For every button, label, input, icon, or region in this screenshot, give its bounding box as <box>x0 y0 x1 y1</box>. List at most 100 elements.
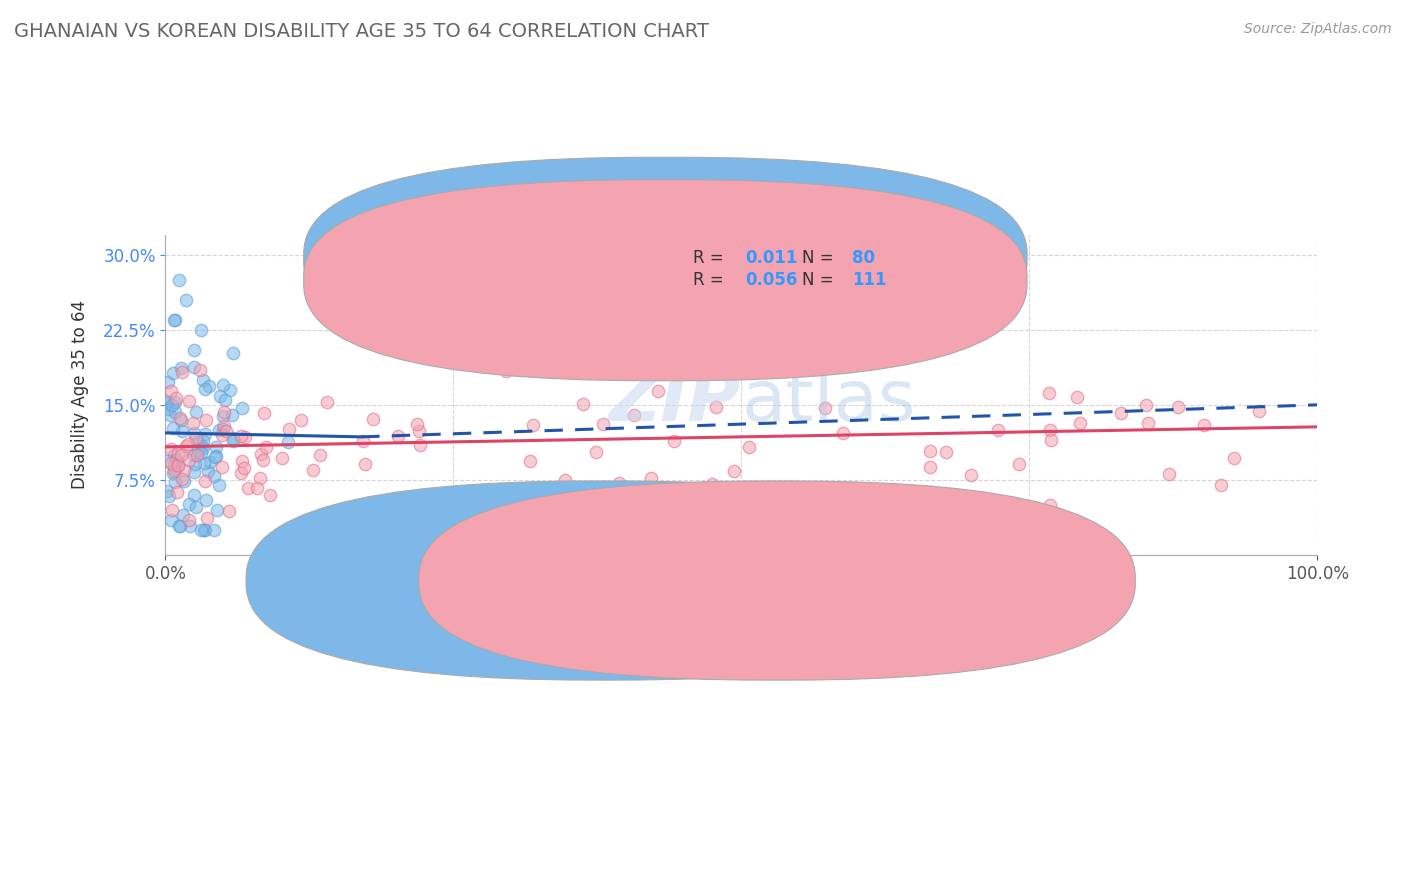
Point <box>202 468 225 483</box>
Point <box>554 473 576 487</box>
Point <box>222 346 245 360</box>
Point <box>205 450 228 464</box>
Point <box>183 488 205 502</box>
Point <box>166 446 188 460</box>
Point <box>195 413 218 427</box>
Point <box>838 520 860 534</box>
Point <box>920 443 942 458</box>
Point <box>1223 450 1246 465</box>
Point <box>191 441 214 455</box>
Point <box>212 404 235 418</box>
Point <box>160 384 183 399</box>
Point <box>165 453 187 467</box>
Point <box>194 492 217 507</box>
Point <box>1038 386 1060 401</box>
Point <box>177 394 200 409</box>
Point <box>387 429 409 443</box>
Point <box>920 459 942 474</box>
Point <box>512 338 534 352</box>
Point <box>219 383 242 397</box>
Point <box>165 395 187 409</box>
Point <box>183 343 205 357</box>
Point <box>165 475 187 489</box>
Point <box>177 497 200 511</box>
Point <box>405 417 427 432</box>
Point <box>1249 404 1271 418</box>
Point <box>200 455 222 469</box>
Point <box>831 425 853 440</box>
Point <box>187 434 209 449</box>
Point <box>195 511 218 525</box>
Point <box>170 360 193 375</box>
Point <box>352 434 374 449</box>
Point <box>156 483 179 498</box>
Point <box>814 401 837 416</box>
Point <box>585 445 607 459</box>
Point <box>162 366 184 380</box>
Point <box>941 523 963 537</box>
Point <box>495 364 517 378</box>
Point <box>844 491 866 505</box>
Point <box>177 513 200 527</box>
Point <box>235 429 257 443</box>
Point <box>920 484 942 499</box>
Point <box>592 417 614 432</box>
Point <box>211 428 233 442</box>
Point <box>163 313 186 327</box>
Point <box>191 373 214 387</box>
Point <box>662 434 685 448</box>
Point <box>1039 498 1062 512</box>
Point <box>1137 416 1160 430</box>
Point <box>308 449 330 463</box>
FancyBboxPatch shape <box>246 481 963 680</box>
Point <box>436 273 458 287</box>
Point <box>184 405 207 419</box>
Point <box>163 448 186 462</box>
Point <box>935 445 957 459</box>
Point <box>278 422 301 436</box>
Point <box>1194 418 1216 433</box>
Point <box>177 453 200 467</box>
Point <box>1047 513 1070 527</box>
Point <box>191 439 214 453</box>
Point <box>1069 416 1091 430</box>
Point <box>172 472 194 486</box>
Point <box>259 488 281 502</box>
Text: Ghanaians: Ghanaians <box>626 572 714 590</box>
Point <box>167 458 190 472</box>
Point <box>191 434 214 448</box>
Point <box>184 457 207 471</box>
Point <box>354 457 377 471</box>
Point <box>1157 467 1180 482</box>
Point <box>156 394 179 409</box>
Point <box>1008 457 1031 471</box>
Point <box>522 417 544 432</box>
Point <box>156 376 179 390</box>
Point <box>572 397 595 411</box>
Point <box>229 429 252 443</box>
Point <box>173 474 195 488</box>
Point <box>163 313 186 327</box>
Point <box>363 412 385 426</box>
Text: ZIP: ZIP <box>609 367 741 435</box>
Point <box>162 467 184 481</box>
Point <box>1039 423 1062 437</box>
Point <box>179 519 201 533</box>
Point <box>194 474 217 488</box>
Point <box>1039 433 1062 447</box>
Point <box>163 458 186 472</box>
Point <box>183 465 205 479</box>
Point <box>229 467 252 481</box>
Point <box>231 454 253 468</box>
Point <box>214 393 236 408</box>
Point <box>249 471 271 485</box>
Text: Source: ZipAtlas.com: Source: ZipAtlas.com <box>1244 22 1392 37</box>
Point <box>184 431 207 445</box>
Text: 80: 80 <box>852 249 875 267</box>
Point <box>156 402 179 417</box>
Text: atlas: atlas <box>741 367 915 435</box>
Point <box>183 360 205 375</box>
Point <box>232 461 254 475</box>
Point <box>212 423 235 437</box>
Point <box>181 416 204 430</box>
